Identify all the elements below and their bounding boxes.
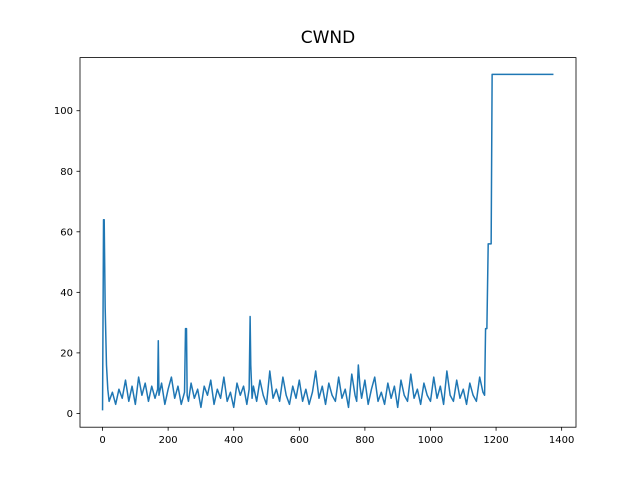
x-tick-label: 600 (290, 435, 309, 446)
plot-frame (79, 57, 577, 428)
x-tick-label: 1400 (549, 435, 574, 446)
x-tick-label: 1000 (418, 435, 443, 446)
x-tick-label: 400 (224, 435, 243, 446)
y-tick-label: 20 (60, 348, 73, 359)
y-tick-label: 80 (60, 167, 73, 178)
x-tick-label: 0 (99, 435, 105, 446)
x-tick-label: 200 (159, 435, 178, 446)
x-tick-label: 1200 (483, 435, 508, 446)
y-tick-label: 60 (60, 227, 73, 238)
data-line (101, 73, 554, 411)
chart-title: CWND (301, 28, 356, 48)
y-tick-label: 40 (60, 288, 73, 299)
x-tick-label: 800 (355, 435, 374, 446)
y-tick-label: 100 (54, 106, 73, 117)
y-tick-label: 0 (67, 409, 73, 420)
